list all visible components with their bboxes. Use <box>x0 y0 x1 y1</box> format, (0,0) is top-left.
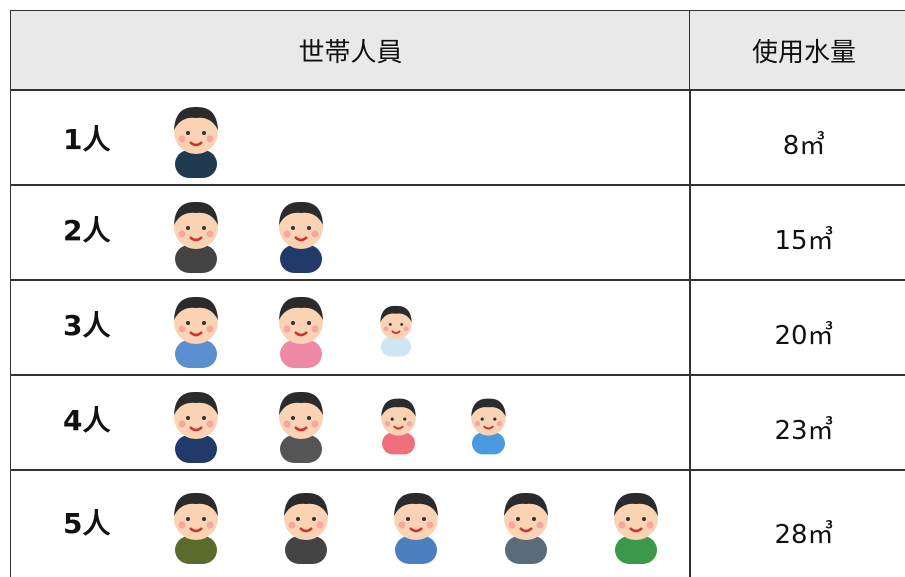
person-icon <box>381 484 451 564</box>
row-cell: 2人 <box>10 184 691 281</box>
header-cell: 使用水量 <box>689 10 905 91</box>
person-icon <box>266 288 336 368</box>
row-cell: 3人 <box>10 279 691 376</box>
person-icon <box>161 484 231 564</box>
person-icons <box>161 383 551 463</box>
row-cell: 1人 <box>10 89 691 186</box>
household-label: 5人 <box>63 507 111 540</box>
person-icon <box>601 484 671 564</box>
header-cell: 世帯人員 <box>10 10 691 91</box>
person-icon <box>161 98 231 178</box>
person-icon <box>371 383 426 463</box>
value-cell: 8㎥ <box>689 89 905 186</box>
person-icon <box>161 288 231 368</box>
person-icon <box>266 383 336 463</box>
person-icons <box>161 288 456 368</box>
person-icons <box>161 98 266 178</box>
person-icon <box>461 383 516 463</box>
value-cell: 15㎥ <box>689 184 905 281</box>
person-icon <box>271 484 341 564</box>
person-icon <box>161 193 231 273</box>
household-label: 4人 <box>63 404 111 437</box>
person-icon <box>266 193 336 273</box>
person-icons <box>161 193 371 273</box>
value-cell: 23㎥ <box>689 374 905 471</box>
household-label: 1人 <box>63 123 111 156</box>
value-cell: 20㎥ <box>689 279 905 376</box>
row-cell: 4人 <box>10 374 691 471</box>
household-label: 3人 <box>63 309 111 342</box>
person-icons <box>161 484 706 564</box>
person-icon <box>161 383 231 463</box>
value-cell: 28㎥ <box>689 469 905 577</box>
person-icon <box>491 484 561 564</box>
row-cell: 5人 <box>10 469 691 577</box>
household-label: 2人 <box>63 214 111 247</box>
person-icon <box>371 288 421 368</box>
